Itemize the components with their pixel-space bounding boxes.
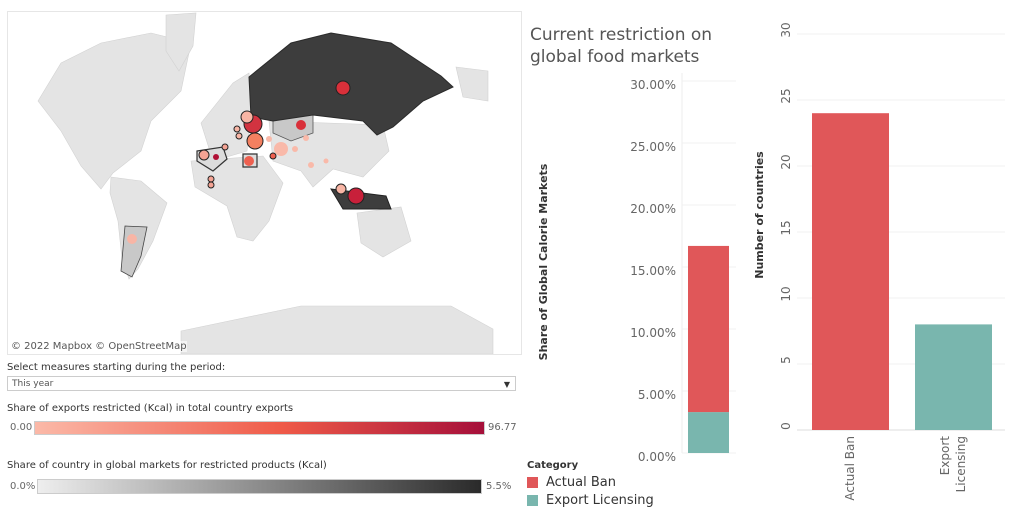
title-line-1: Current restriction on xyxy=(530,25,713,45)
exports-legend-title: Share of exports restricted (Kcal) in to… xyxy=(7,403,294,414)
count-tick-label: 20 xyxy=(779,154,793,169)
period-filter-label: Select measures starting during the peri… xyxy=(7,362,226,373)
actual-ban-swatch xyxy=(527,477,538,488)
share-tick-label: 5.00% xyxy=(638,388,676,402)
share-legend-title: Share of country in global markets for r… xyxy=(7,460,327,471)
share-tick-label: 20.00% xyxy=(630,202,676,216)
exports-legend-max: 96.77 xyxy=(488,422,517,433)
australia xyxy=(356,206,412,258)
marker-moldova xyxy=(233,125,241,133)
count-category-label: Export xyxy=(938,436,952,476)
share-tick-label: 0.00% xyxy=(638,450,676,464)
share-tick-label: 30.00% xyxy=(630,78,676,92)
count-tick-label: 30 xyxy=(779,22,793,37)
category-legend-title: Category xyxy=(527,460,579,471)
marker-serbia xyxy=(235,132,243,140)
marker-iran xyxy=(274,142,288,156)
period-dropdown-value: This year xyxy=(12,379,54,389)
share-color-gradient xyxy=(37,479,482,494)
share-tick-label: 25.00% xyxy=(630,140,676,154)
count-tick-label: 5 xyxy=(779,356,793,364)
export-licensing-swatch xyxy=(527,495,538,506)
count-category-label: Actual Ban xyxy=(843,436,857,501)
marker-egypt xyxy=(244,156,254,166)
category-legend: Category Actual Ban Export Licensing xyxy=(527,460,654,508)
exports-legend-min: 0.00 xyxy=(10,422,33,433)
world-map[interactable]: © 2022 Mapbox © OpenStreetMap xyxy=(7,11,522,355)
legend-item-actual-ban[interactable]: Actual Ban xyxy=(527,475,654,490)
russia xyxy=(248,32,454,136)
period-dropdown[interactable]: This year ▼ xyxy=(7,376,516,391)
count-tick-label: 15 xyxy=(779,220,793,235)
share-bar-actual-ban xyxy=(688,245,729,413)
exports-color-gradient xyxy=(34,421,485,435)
count-category-label: Licensing xyxy=(954,436,968,492)
marker-bangladesh xyxy=(323,158,329,164)
count-tick-label: 0 xyxy=(779,422,793,430)
map-canvas[interactable] xyxy=(8,12,521,354)
marker-kazakhstan xyxy=(296,120,306,130)
marker-georgia xyxy=(266,136,272,142)
legend-label: Actual Ban xyxy=(546,475,616,490)
marker-iraq xyxy=(269,152,277,160)
marker-belarus xyxy=(240,110,254,124)
marker-malaysia xyxy=(335,183,347,195)
title-line-2: global food markets xyxy=(530,47,700,67)
marker-pakistan xyxy=(292,146,298,152)
alaska xyxy=(455,66,489,102)
dashboard-title: Current restriction on global food marke… xyxy=(530,24,712,68)
antarctica xyxy=(180,305,494,354)
share-tick-label: 15.00% xyxy=(630,264,676,278)
marker-argentina xyxy=(127,234,137,244)
marker-ghana-2 xyxy=(207,181,215,189)
marker-russia xyxy=(335,80,351,96)
legend-label: Export Licensing xyxy=(546,493,654,508)
share-tick-label: 10.00% xyxy=(630,326,676,340)
north-america xyxy=(37,32,192,190)
marker-indonesia xyxy=(347,187,365,205)
marker-algeria xyxy=(198,149,210,161)
legend-item-export-licensing[interactable]: Export Licensing xyxy=(527,493,654,508)
dropdown-arrow-icon: ▼ xyxy=(503,380,510,389)
count-tick-label: 10 xyxy=(779,286,793,301)
share-legend-max: 5.5% xyxy=(486,481,512,492)
share-bar-export-licensing xyxy=(688,412,729,453)
marker-tunisia xyxy=(221,143,229,151)
marker-turkey xyxy=(246,132,264,150)
marker-india xyxy=(308,162,314,168)
greenland xyxy=(165,12,197,72)
count-tick-label: 25 xyxy=(779,88,793,103)
marker-afghanistan xyxy=(303,135,309,141)
share-legend-min: 0.0% xyxy=(10,481,36,492)
share-axis-title: Share of Global Calorie Markets xyxy=(537,163,550,360)
count-bar-export-licensing xyxy=(915,324,992,430)
map-attribution[interactable]: © 2022 Mapbox © OpenStreetMap xyxy=(11,341,187,352)
count-bar-actual-ban xyxy=(812,113,889,430)
marker-algeria-2 xyxy=(213,154,219,160)
count-axis-title: Number of countries xyxy=(753,151,766,279)
